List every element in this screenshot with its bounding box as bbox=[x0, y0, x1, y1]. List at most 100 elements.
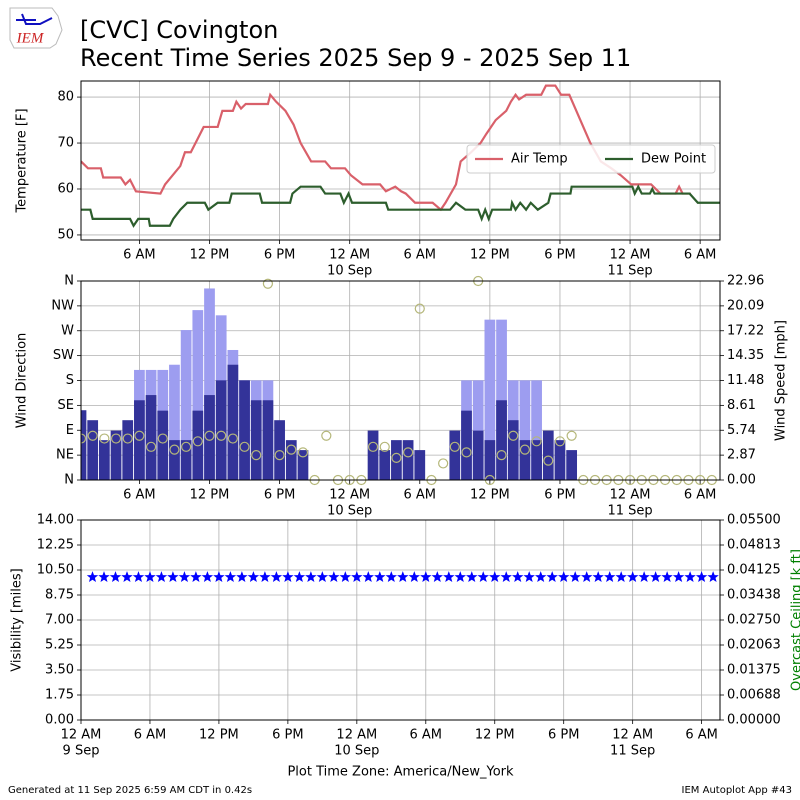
y-tick-label: 1.75 bbox=[45, 688, 74, 703]
point bbox=[224, 571, 237, 582]
y2-tick-label: 11.48 bbox=[727, 373, 764, 388]
x-tick-label: 6 PM bbox=[264, 248, 295, 263]
point bbox=[367, 441, 379, 452]
point bbox=[98, 571, 110, 582]
x-tick-date: 10 Sep bbox=[334, 744, 379, 759]
point bbox=[169, 444, 180, 455]
legend-box bbox=[466, 144, 716, 174]
bar bbox=[414, 450, 426, 480]
footer-left: Generated at 11 Sep 2025 6:59 AM CDT in … bbox=[8, 785, 252, 796]
point bbox=[569, 571, 581, 582]
title: [CVC] Covington bbox=[80, 16, 278, 44]
point bbox=[282, 571, 294, 582]
bar bbox=[496, 319, 507, 480]
y-tick-label: N bbox=[64, 473, 74, 488]
y-tick-label: 80 bbox=[57, 90, 74, 105]
point bbox=[293, 571, 306, 582]
bar bbox=[227, 364, 239, 480]
y-tick-label: W bbox=[61, 323, 74, 338]
point bbox=[178, 571, 191, 582]
point bbox=[615, 571, 627, 582]
bar bbox=[507, 420, 519, 480]
point bbox=[385, 571, 397, 582]
point bbox=[546, 571, 558, 582]
point bbox=[374, 571, 386, 582]
y-axis-label: Temperature [F] bbox=[15, 108, 30, 213]
point bbox=[496, 450, 507, 461]
x-tick-label: 6 AM bbox=[134, 728, 167, 743]
footer-right: IEM Autoplot App #43 bbox=[682, 785, 792, 796]
point bbox=[592, 571, 604, 582]
point bbox=[216, 430, 227, 441]
point bbox=[239, 441, 250, 452]
point bbox=[508, 430, 519, 441]
y-tick-label: 3.50 bbox=[45, 663, 74, 678]
bar bbox=[297, 450, 309, 480]
x-tick-label: 12 PM bbox=[470, 248, 510, 263]
y-tick-label: 8.75 bbox=[45, 588, 74, 603]
point bbox=[270, 571, 283, 582]
point bbox=[87, 430, 98, 441]
point bbox=[397, 571, 409, 582]
bar bbox=[110, 430, 122, 480]
plot-frame bbox=[80, 80, 721, 241]
bar bbox=[262, 400, 274, 480]
y-tick-label: E bbox=[66, 423, 74, 438]
x-tick-label: 12 AM bbox=[61, 728, 102, 743]
bar bbox=[180, 440, 192, 480]
point bbox=[531, 436, 542, 447]
plot-frame bbox=[80, 519, 721, 721]
point bbox=[236, 571, 248, 582]
y-tick-label: 50 bbox=[57, 227, 74, 242]
x-tick-label: 6 PM bbox=[544, 488, 575, 503]
bar bbox=[239, 380, 250, 480]
y-tick-label: NW bbox=[51, 298, 74, 313]
x-tick-label: 6 AM bbox=[404, 488, 437, 503]
legend-label: Dew Point bbox=[641, 152, 706, 167]
x-tick-label: 12 PM bbox=[190, 248, 230, 263]
x-tick-label: 12 AM bbox=[612, 728, 653, 743]
data-layer bbox=[81, 84, 720, 228]
x-tick-label: 12 AM bbox=[329, 488, 370, 503]
x-tick-label: 12 PM bbox=[475, 728, 515, 743]
point bbox=[305, 571, 317, 582]
point bbox=[489, 571, 501, 582]
point bbox=[558, 571, 570, 582]
point bbox=[145, 441, 157, 452]
line-series bbox=[81, 184, 720, 228]
bar bbox=[180, 330, 192, 480]
point bbox=[707, 571, 719, 582]
y2-tick-label: 0.02750 bbox=[727, 613, 781, 628]
x-tick-date: 11 Sep bbox=[607, 264, 652, 279]
y-tick-label: S bbox=[66, 373, 74, 388]
y-axis-label: Visibility [miles] bbox=[10, 568, 25, 671]
point bbox=[695, 571, 708, 582]
data-layer bbox=[86, 571, 719, 582]
bar bbox=[519, 440, 531, 480]
x-tick-label: 12 AM bbox=[336, 728, 377, 743]
y2-tick-label: 0.00688 bbox=[727, 688, 781, 703]
point bbox=[339, 571, 351, 582]
point bbox=[438, 458, 449, 469]
y2-tick-label: 0.00 bbox=[727, 473, 756, 488]
y2-axis-label: Overcast Ceiling [k ft] bbox=[790, 549, 800, 691]
point bbox=[379, 441, 390, 452]
logo-text: IEM bbox=[16, 30, 45, 46]
logo: IEM bbox=[9, 7, 63, 49]
point bbox=[443, 571, 455, 582]
y-tick-label: 7.00 bbox=[45, 613, 74, 628]
y-tick-label: 12.25 bbox=[37, 538, 74, 553]
x-axis-label: Plot Time Zone: America/New_York bbox=[287, 765, 514, 780]
point bbox=[316, 571, 329, 582]
bar bbox=[215, 380, 227, 480]
point bbox=[408, 571, 420, 582]
x-tick-label: 6 PM bbox=[544, 248, 575, 263]
point bbox=[192, 436, 203, 447]
bar bbox=[449, 430, 461, 480]
y-tick-label: N bbox=[64, 274, 74, 289]
bar bbox=[87, 420, 99, 480]
point bbox=[157, 433, 168, 444]
